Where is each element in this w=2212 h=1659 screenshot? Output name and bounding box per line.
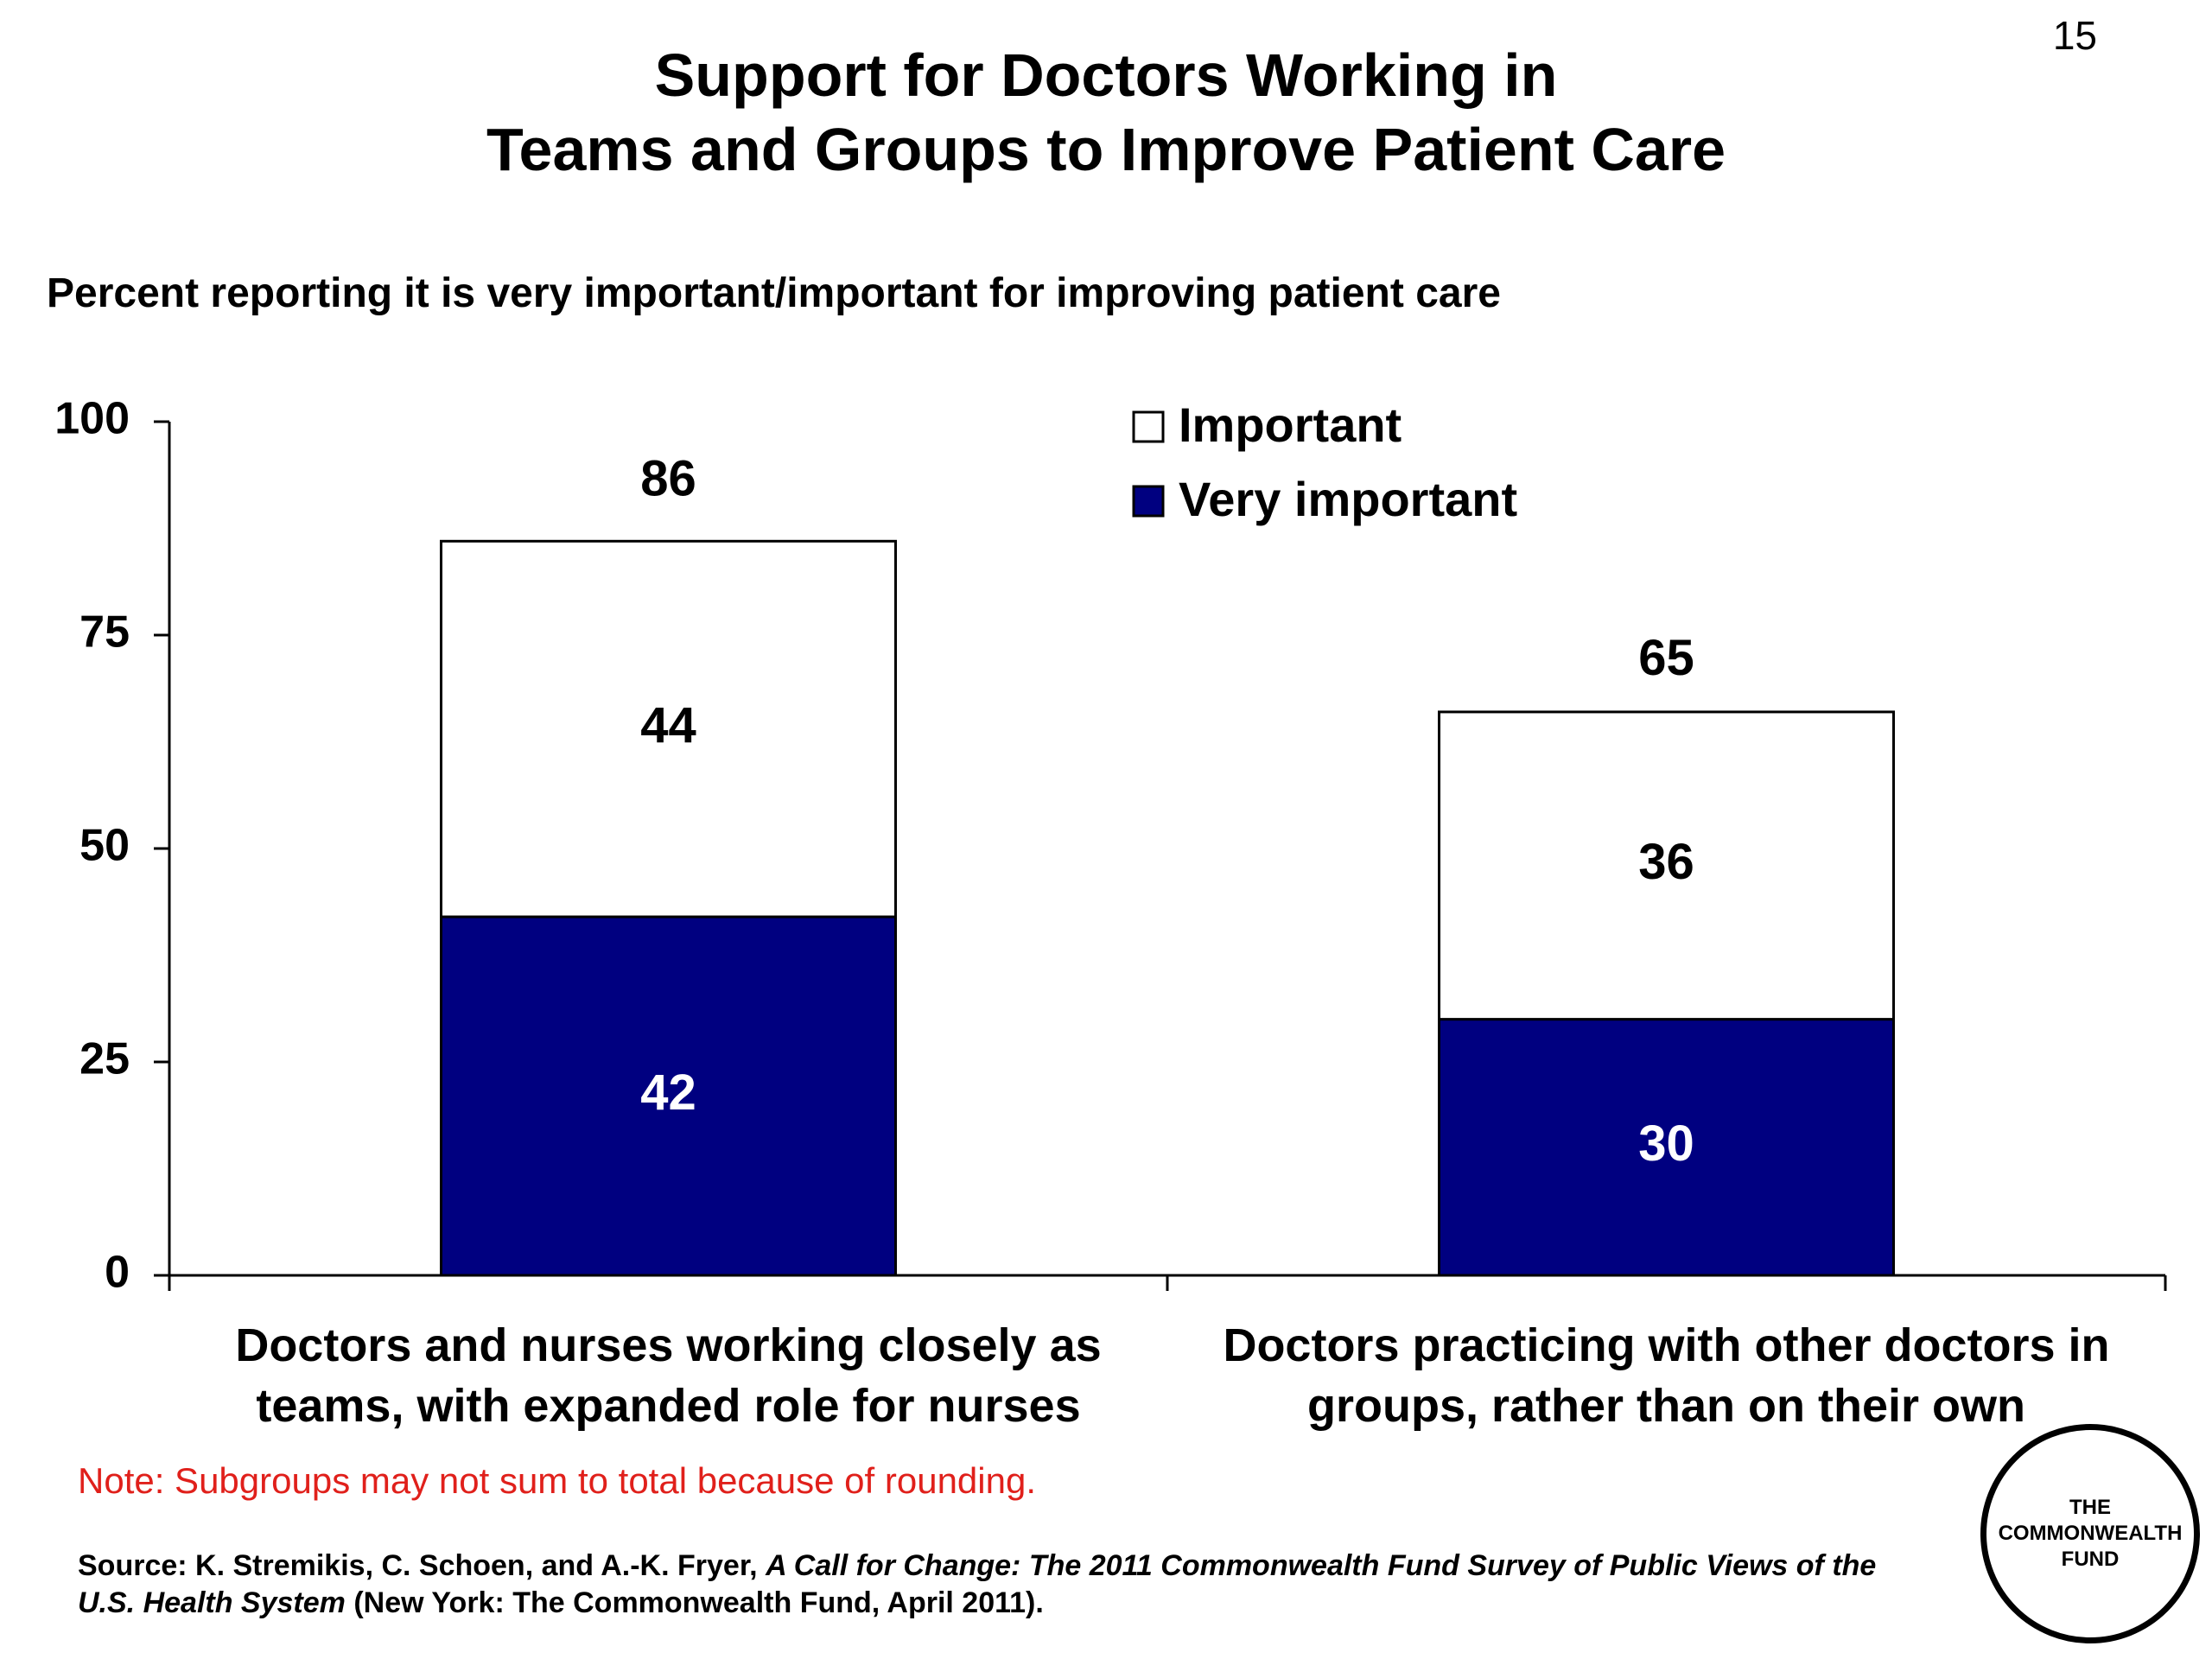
category-label-teams: Doctors and nurses working closely as te… xyxy=(176,1315,1161,1436)
legend-swatch-important xyxy=(1132,410,1165,443)
y-tick-label-50: 50 xyxy=(79,821,130,871)
chart-title: Support for Doctors Working in Teams and… xyxy=(0,38,2212,187)
data-label-very-important-0: 42 xyxy=(640,1065,696,1121)
bar-important-0 xyxy=(440,539,897,918)
bar-very-important-0 xyxy=(440,915,897,1277)
data-label-important-0: 44 xyxy=(640,697,696,753)
category-label-groups-line-1: Doctors practicing with other doctors in xyxy=(1223,1319,2110,1371)
logo-line-2: COMMONWEALTH xyxy=(1998,1522,2183,1545)
chart-subtitle: Percent reporting it is very important/i… xyxy=(47,270,1501,316)
y-tick-label-100: 100 xyxy=(54,394,130,444)
legend-label-very-important: Very important xyxy=(1179,472,1517,526)
category-label-groups: Doctors practicing with other doctors in… xyxy=(1174,1315,2159,1436)
y-tick-label-25: 25 xyxy=(79,1034,130,1084)
bar-important-1 xyxy=(1438,710,1895,1021)
commonwealth-fund-logo: THE COMMONWEALTH FUND xyxy=(1980,1424,2200,1643)
category-label-teams-line-1: Doctors and nurses working closely as xyxy=(235,1319,1102,1371)
category-label-teams-line-2: teams, with expanded role for nurses xyxy=(256,1380,1081,1432)
total-label-0: 86 xyxy=(640,451,696,507)
y-tick-label-75: 75 xyxy=(79,607,130,658)
legend-swatch-very-important xyxy=(1132,485,1165,518)
source-citation: Source: K. Stremikis, C. Schoen, and A.-… xyxy=(78,1548,1936,1622)
stacked-bar-chart: 42 44 86 30 36 65 0 25 50 75 100 Important Very impo… xyxy=(54,394,2167,1298)
data-label-very-important-1: 30 xyxy=(1638,1116,1694,1172)
category-label-groups-line-2: groups, rather than on their own xyxy=(1306,1380,2025,1432)
rounding-note: Note: Subgroups may not sum to total bec… xyxy=(78,1460,1037,1501)
logo-line-1: THE xyxy=(2069,1496,2111,1519)
total-label-1: 65 xyxy=(1638,630,1694,686)
chart-title-line-1: Support for Doctors Working in xyxy=(654,41,1558,109)
data-label-important-1: 36 xyxy=(1638,834,1694,890)
chart-title-line-2: Teams and Groups to Improve Patient Care xyxy=(486,116,1726,183)
logo-line-3: FUND xyxy=(2061,1548,2120,1571)
slide-number: 15 xyxy=(2052,13,2097,58)
y-tick-label-0: 0 xyxy=(105,1248,130,1298)
source-prefix: Source: K. Stremikis, C. Schoen, and A.-… xyxy=(78,1549,766,1582)
source-title: A Call for Change: The 2011 Commonwealth… xyxy=(78,1549,1877,1619)
source-suffix: (New York: The Commonwealth Fund, April … xyxy=(345,1586,1044,1619)
legend-label-important: Important xyxy=(1179,397,1402,452)
